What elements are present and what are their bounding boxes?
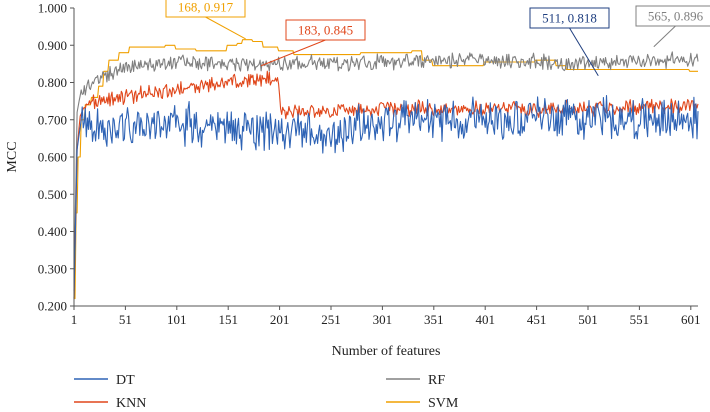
annotation-label: 183, 0.845 — [298, 23, 353, 38]
series-line-knn — [73, 70, 699, 299]
y-tick-label: 0.400 — [38, 224, 67, 239]
x-axis-title: Number of features — [332, 344, 441, 359]
annotation-label: 565, 0.896 — [648, 9, 704, 24]
legend-label-svm: SVM — [428, 396, 459, 411]
x-tick-label: 101 — [167, 312, 187, 327]
x-tick-label: 451 — [527, 312, 547, 327]
series-line-svm — [74, 39, 698, 300]
x-tick-label: 501 — [578, 312, 598, 327]
y-tick-label: 0.300 — [38, 261, 67, 276]
annotation-box — [165, 0, 246, 18]
annotation-leader — [205, 16, 246, 40]
legend-label-dt: DT — [116, 373, 135, 388]
y-tick-label: 0.800 — [38, 75, 67, 90]
x-tick-label: 301 — [373, 312, 393, 327]
x-tick-label: 551 — [630, 312, 650, 327]
x-tick-label: 601 — [681, 312, 701, 327]
y-tick-label: 0.700 — [38, 112, 67, 127]
annotation-box — [529, 7, 610, 29]
series-line-rf — [73, 51, 699, 292]
annotation-label: 511, 0.818 — [542, 11, 597, 26]
annotation-leader — [260, 39, 326, 67]
annotation-label: 168, 0.917 — [178, 0, 234, 15]
legend-label-rf: RF — [428, 373, 445, 388]
y-tick-label: 1.000 — [38, 1, 67, 16]
x-tick-label: 201 — [270, 312, 290, 327]
legend: DT KNN RF SVM — [74, 373, 459, 411]
x-tick-label: 401 — [475, 312, 495, 327]
annotation-leader — [653, 25, 676, 48]
y-tick-label: 0.900 — [38, 38, 67, 53]
x-tick-label: 251 — [321, 312, 341, 327]
x-tick-label: 1 — [71, 312, 78, 327]
x-tick-label: 51 — [119, 312, 132, 327]
annotation-box — [285, 19, 366, 41]
annotation-leader — [569, 27, 599, 77]
x-tick-label: 351 — [424, 312, 444, 327]
annotations: 168, 0.917 183, 0.845 511, 0.818 565, 0.896 — [165, 0, 710, 77]
plot-lines — [73, 39, 699, 300]
y-tick-label: 0.600 — [38, 150, 67, 165]
legend-label-knn: KNN — [116, 396, 146, 411]
axes: 0.200 0.300 0.400 0.500 0.600 0.700 0.800 0.900… — [38, 1, 701, 328]
y-axis-title: MCC — [5, 141, 20, 172]
x-tick-label: 151 — [218, 312, 238, 327]
y-tick-label: 0.500 — [38, 187, 67, 202]
series-line-dt — [73, 95, 699, 299]
annotation-box — [635, 5, 710, 27]
y-tick-label: 0.200 — [38, 299, 67, 314]
